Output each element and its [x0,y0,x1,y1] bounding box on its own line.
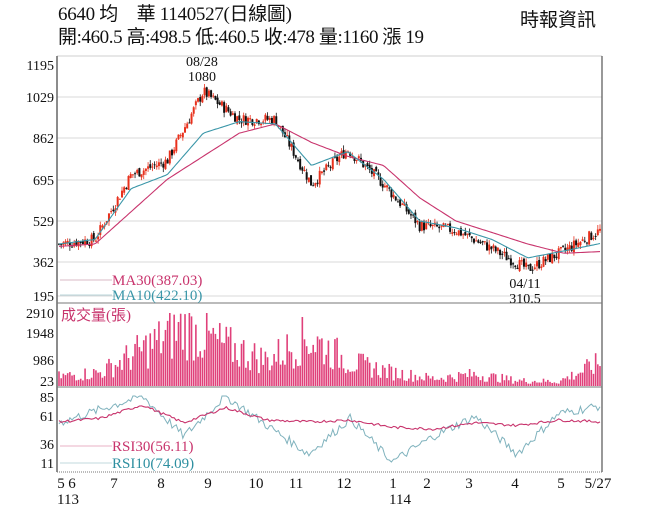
svg-text:11: 11 [41,457,54,472]
svg-text:11: 11 [289,476,303,492]
price-annotations: 08/28 1080 04/11 310.5 [186,55,541,307]
volume-bars [58,313,601,386]
svg-text:6: 6 [68,476,76,492]
svg-text:5/27: 5/27 [585,476,612,492]
rsi-legend: RSI30(56.11) RSI10(74.09) [60,439,194,472]
svg-text:362: 362 [33,256,54,271]
price-axis: 1195 1029 862 695 529 362 195 [26,59,54,305]
svg-text:3: 3 [465,476,473,492]
svg-text:862: 862 [33,132,54,147]
svg-text:5: 5 [57,476,65,492]
svg-text:4: 4 [511,476,519,492]
svg-text:1195: 1195 [27,59,54,74]
svg-text:310.5: 310.5 [509,292,541,307]
chart-title: 6640 均 華 1140527(日線圖) [58,4,292,25]
volume-axis: 2910 1948 986 23 [26,307,54,390]
svg-text:1029: 1029 [26,91,54,106]
x-axis: 5 6 7 8 9 10 11 12 1 2 3 4 5 5/27 113 11… [57,476,612,508]
svg-text:9: 9 [204,476,212,492]
svg-text:986: 986 [33,354,54,369]
svg-text:529: 529 [33,215,54,230]
svg-text:RSI10(74.09): RSI10(74.09) [112,456,194,472]
svg-text:7: 7 [110,476,118,492]
svg-text:2: 2 [423,476,431,492]
candlestick-series [58,84,601,274]
svg-text:8: 8 [157,476,165,492]
svg-text:36: 36 [40,438,54,453]
rsi-axis: 85 61 36 11 [40,391,54,472]
svg-text:1080: 1080 [188,70,216,85]
svg-text:114: 114 [389,492,411,508]
svg-text:2910: 2910 [26,307,54,322]
svg-text:08/28: 08/28 [186,55,218,70]
svg-text:1: 1 [389,476,397,492]
svg-text:MA30(387.03): MA30(387.03) [112,273,202,289]
svg-text:61: 61 [40,410,54,425]
svg-text:MA10(422.10): MA10(422.10) [112,288,202,304]
svg-text:04/11: 04/11 [509,277,540,292]
volume-title: 成交量(張) [61,306,131,324]
ohlc-summary: 開:460.5 高:498.5 低:460.5 收:478 量:1160 漲 1… [58,27,424,48]
moving-average-lines [58,121,601,259]
rsi-lines [58,395,601,463]
svg-text:23: 23 [40,375,54,390]
svg-text:12: 12 [337,476,352,492]
svg-text:5: 5 [557,476,565,492]
ma-legend: MA30(387.03) MA10(422.10) [60,273,202,304]
svg-text:10: 10 [249,476,264,492]
svg-text:1948: 1948 [26,327,54,342]
svg-text:195: 195 [33,290,54,305]
svg-text:695: 695 [33,174,54,189]
svg-text:85: 85 [40,391,54,406]
brand-label: 時報資訊 [520,10,597,31]
svg-text:113: 113 [57,492,79,508]
chart-frame [56,55,603,473]
svg-text:RSI30(56.11): RSI30(56.11) [112,439,194,455]
